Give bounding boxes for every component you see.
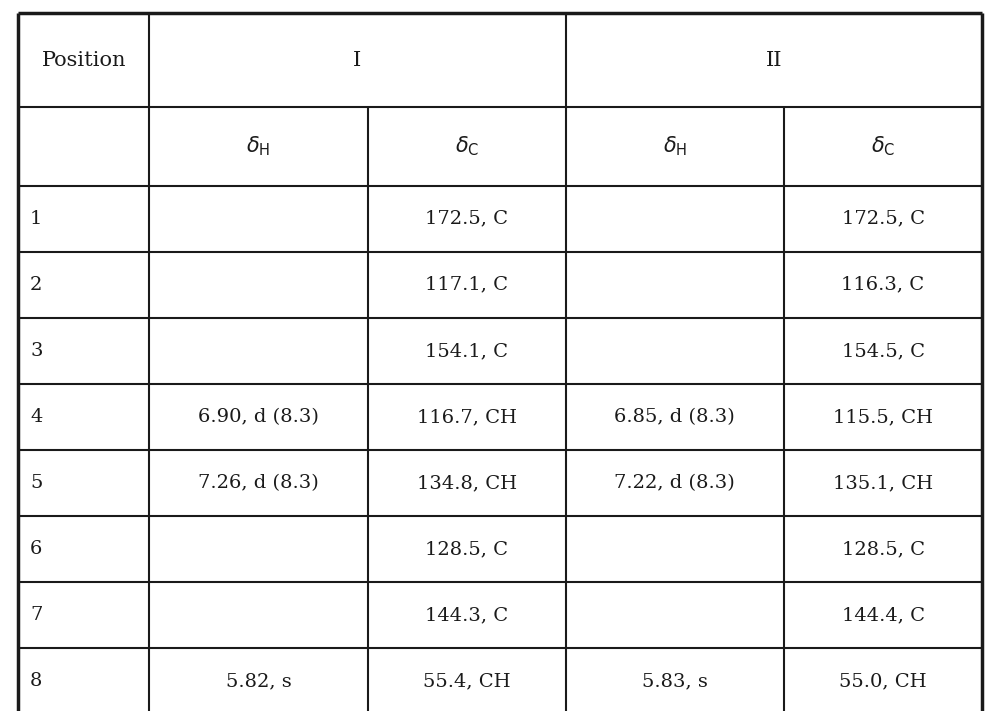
Text: 134.8, CH: 134.8, CH [417,474,517,492]
Text: I: I [353,50,362,70]
Text: 128.5, C: 128.5, C [425,540,508,558]
Text: 3: 3 [30,342,42,360]
Text: 5: 5 [30,474,42,492]
Text: 6.85, d (8.3): 6.85, d (8.3) [614,408,735,426]
Text: 7.22, d (8.3): 7.22, d (8.3) [614,474,735,492]
Text: 135.1, CH: 135.1, CH [833,474,933,492]
Text: 5.83, s: 5.83, s [642,673,708,690]
Text: II: II [766,50,782,70]
Text: 5.82, s: 5.82, s [226,673,291,690]
Text: $\delta_{\mathrm{H}}$: $\delta_{\mathrm{H}}$ [246,134,271,159]
Text: Position: Position [41,50,126,70]
Text: $\delta_{\mathrm{C}}$: $\delta_{\mathrm{C}}$ [871,134,895,159]
Text: 128.5, C: 128.5, C [842,540,925,558]
Text: 6: 6 [30,540,42,558]
Text: 55.0, CH: 55.0, CH [839,673,927,690]
Text: 172.5, C: 172.5, C [842,210,925,228]
Text: 172.5, C: 172.5, C [425,210,508,228]
Text: 55.4, CH: 55.4, CH [423,673,510,690]
Text: $\delta_{\mathrm{H}}$: $\delta_{\mathrm{H}}$ [663,134,687,159]
Text: 144.3, C: 144.3, C [425,606,508,624]
Text: 7.26, d (8.3): 7.26, d (8.3) [198,474,319,492]
Text: 7: 7 [30,606,42,624]
Text: 6.90, d (8.3): 6.90, d (8.3) [198,408,319,426]
Text: 116.3, C: 116.3, C [841,276,925,294]
Text: 117.1, C: 117.1, C [425,276,508,294]
Text: $\delta_{\mathrm{C}}$: $\delta_{\mathrm{C}}$ [455,134,479,159]
Text: 115.5, CH: 115.5, CH [833,408,933,426]
Text: 154.1, C: 154.1, C [425,342,508,360]
Text: 8: 8 [30,673,42,690]
Text: 2: 2 [30,276,42,294]
Text: 154.5, C: 154.5, C [842,342,925,360]
Text: 144.4, C: 144.4, C [842,606,925,624]
Text: 1: 1 [30,210,42,228]
Text: 116.7, CH: 116.7, CH [417,408,517,426]
Text: 4: 4 [30,408,42,426]
